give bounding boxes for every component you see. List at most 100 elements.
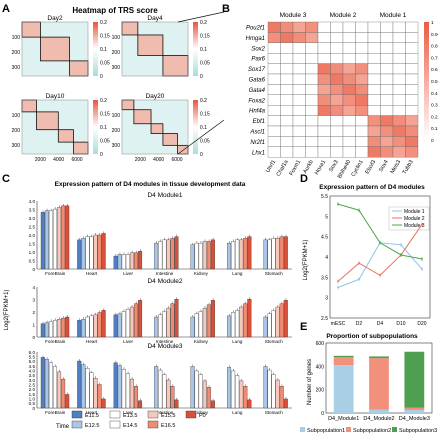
legend-label: E14.5 xyxy=(123,423,137,429)
tf-cell xyxy=(355,53,369,64)
tf-cell xyxy=(392,136,406,147)
bar xyxy=(170,303,175,338)
tf-cell xyxy=(305,136,319,147)
tf-cell xyxy=(355,105,369,116)
tf-colorbar-tick: 0.1 xyxy=(431,126,438,132)
bar xyxy=(158,314,163,338)
tf-cell xyxy=(367,42,381,54)
tf-col-label: Elavl3 xyxy=(365,159,378,175)
bar xyxy=(247,399,252,409)
tf-cell xyxy=(280,21,294,33)
tf-cell xyxy=(405,105,419,116)
panel-e-stacked-bars: 600 400 200 0 D4_Module1 D4_Module2 D4_Module3… xyxy=(300,341,437,434)
tf-cell xyxy=(380,84,394,95)
y-tick: 400 xyxy=(316,364,325,370)
tf-colorbar-tick: 0.6 xyxy=(431,67,438,73)
tf-cell xyxy=(267,42,281,54)
tf-colorbar-tick: 0.7 xyxy=(431,55,438,61)
tf-cell xyxy=(392,146,406,158)
heatmap-block-outline xyxy=(57,129,74,143)
heatmap-colorbar-tick: 0.05 xyxy=(200,139,210,145)
bar xyxy=(202,380,207,409)
bar xyxy=(77,360,82,409)
bar xyxy=(85,236,90,270)
bar xyxy=(227,242,232,270)
tf-cell xyxy=(380,94,394,106)
connector-line xyxy=(177,11,225,23)
bar xyxy=(40,323,45,338)
bar xyxy=(97,234,102,270)
tf-cell xyxy=(267,94,281,106)
y-tick: 3.0 xyxy=(29,216,36,221)
tf-cell xyxy=(342,53,356,64)
tf-cell xyxy=(317,136,331,147)
tf-cell xyxy=(405,53,419,64)
tf-col-label: Meis3 xyxy=(390,159,403,175)
heatmap-block-fill xyxy=(22,22,41,38)
bar xyxy=(61,317,66,338)
heatmap-block-fill xyxy=(36,111,59,130)
bar xyxy=(170,386,175,409)
stacked-bar-segment xyxy=(404,410,425,413)
tf-cell xyxy=(317,105,331,116)
tf-cell xyxy=(392,42,406,54)
category-label: Stomach xyxy=(265,271,284,276)
y-tick: 2.5 xyxy=(29,382,36,387)
tf-cell xyxy=(292,115,306,127)
bar xyxy=(235,375,240,409)
category-label: Intestine xyxy=(156,271,174,276)
y-tick: 0.5 xyxy=(29,258,36,263)
tf-row-label: Sox17 xyxy=(248,67,266,73)
legend-swatch xyxy=(185,410,197,419)
heatmap-block-outline xyxy=(133,109,152,125)
tf-row-label: Gata6 xyxy=(249,77,266,83)
tf-colorbar-tick: 0 xyxy=(431,138,434,144)
y-tick: 0 xyxy=(32,335,35,340)
bar xyxy=(210,300,215,338)
legend-swatch xyxy=(147,410,159,419)
heatmap-colorbar-tick: 0 xyxy=(200,74,203,80)
heatmap-colorbar-tick: 0.05 xyxy=(200,61,210,67)
stacked-bar-segment xyxy=(404,407,425,411)
heatmap-block-fill xyxy=(40,37,70,61)
category-label: D4_Module1 xyxy=(328,416,359,422)
heatmap-colorbar-tick: 0 xyxy=(100,152,103,158)
y-tick: 600 xyxy=(316,341,325,347)
tf-cell xyxy=(267,53,281,64)
category-label: Heart xyxy=(86,339,98,344)
tf-cell xyxy=(267,63,281,75)
series-point xyxy=(337,286,339,289)
bar xyxy=(227,367,232,409)
y-tick: 3.5 xyxy=(321,275,328,281)
heatmap-block-outline xyxy=(150,123,164,134)
category-label: Lung xyxy=(232,339,243,344)
tf-cell xyxy=(280,53,294,64)
series-line xyxy=(337,242,423,288)
category-label: ForeBrain xyxy=(45,339,66,344)
bar xyxy=(154,242,159,270)
tf-cell xyxy=(380,105,394,116)
module-chart-title: D4 Module1 xyxy=(147,192,182,199)
stacked-bar-segment xyxy=(369,409,389,413)
bar xyxy=(174,399,179,409)
heatmap-x-tick: 2000 xyxy=(135,157,146,163)
bar xyxy=(158,369,163,409)
y-tick: 3.5 xyxy=(29,373,36,378)
bar xyxy=(113,362,118,409)
tf-cell xyxy=(280,146,294,158)
bar xyxy=(125,254,130,270)
stacked-bar-segment xyxy=(333,365,354,413)
tf-cell xyxy=(305,63,319,75)
heatmap-day-label: Day4 xyxy=(147,15,163,22)
tf-row-label: Pax6 xyxy=(251,57,265,63)
tf-cell xyxy=(380,53,394,64)
tf-cell xyxy=(317,42,331,54)
tf-cell xyxy=(305,146,319,158)
series-point xyxy=(421,258,423,260)
bar xyxy=(275,306,280,338)
panel-c-title: Expression pattern of D4 modules in tiss… xyxy=(55,181,246,188)
bar xyxy=(77,320,82,338)
legend-swatch xyxy=(109,410,121,419)
panel-a-title: Heatmap of TRS score xyxy=(72,6,158,15)
